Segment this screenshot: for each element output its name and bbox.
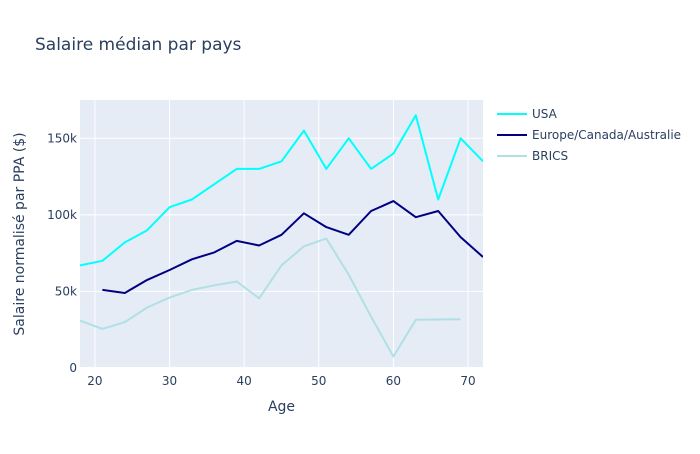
series-layer xyxy=(80,114,483,358)
x-tick-label: 70 xyxy=(460,374,475,388)
y-tick-label: 50k xyxy=(55,284,77,298)
legend-item[interactable]: USA xyxy=(497,107,558,121)
x-axis-label: Age xyxy=(268,399,295,415)
legend-item[interactable]: BRICS xyxy=(497,149,568,163)
x-tick-label: 20 xyxy=(87,374,102,388)
legend-label: USA xyxy=(532,107,558,121)
legend: USA Europe/Canada/Australie BRICS xyxy=(497,107,681,163)
legend-item[interactable]: Europe/Canada/Australie xyxy=(497,128,681,142)
x-tick-label: 60 xyxy=(386,374,401,388)
tick-layer: 20 30 40 50 60 70 0 50k 100k 150k xyxy=(47,131,476,388)
y-tick-label: 150k xyxy=(47,131,77,145)
x-tick-label: 30 xyxy=(162,374,177,388)
y-tick-label: 0 xyxy=(69,361,77,375)
chart-title: Salaire médian par pays xyxy=(35,35,242,55)
x-tick-label: 40 xyxy=(237,374,252,388)
grid-layer xyxy=(80,100,483,369)
legend-label: Europe/Canada/Australie xyxy=(532,128,681,142)
series-line-usa xyxy=(80,114,483,267)
y-tick-label: 100k xyxy=(47,208,77,222)
y-axis-label: Salaire normalisé par PPA ($) xyxy=(12,132,28,335)
x-tick-label: 50 xyxy=(311,374,326,388)
legend-label: BRICS xyxy=(532,149,568,163)
series-line-brics xyxy=(80,237,461,358)
series-line-europe-canada-australie xyxy=(102,200,483,294)
